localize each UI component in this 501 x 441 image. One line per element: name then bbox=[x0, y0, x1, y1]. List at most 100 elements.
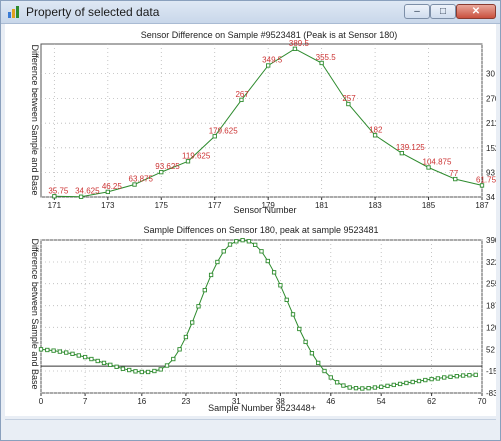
chart-icon bbox=[8, 6, 19, 18]
data-point bbox=[227, 242, 233, 247]
data-point bbox=[410, 379, 415, 385]
plot-frame bbox=[40, 43, 483, 198]
x-tick-label: 173 bbox=[101, 201, 115, 210]
data-point bbox=[278, 283, 283, 288]
data-point bbox=[316, 360, 321, 366]
data-point bbox=[52, 194, 57, 199]
title-bar[interactable]: Property of selected data – □ ✕ bbox=[1, 1, 500, 24]
x-tick-label: 0 bbox=[39, 397, 44, 406]
data-point bbox=[328, 375, 333, 380]
data-point bbox=[319, 60, 324, 66]
x-tick-label: 7 bbox=[83, 397, 88, 406]
x-tick-label: 179 bbox=[262, 201, 276, 210]
data-point bbox=[78, 194, 84, 199]
x-tick-label: 175 bbox=[155, 201, 169, 210]
data-point bbox=[454, 374, 459, 379]
data-point bbox=[246, 239, 252, 244]
data-point bbox=[51, 348, 56, 353]
data-point bbox=[158, 367, 163, 372]
data-point bbox=[442, 375, 447, 380]
minimize-icon: – bbox=[414, 6, 420, 17]
x-tick-label: 23 bbox=[181, 397, 190, 406]
y-tick-label: -15 bbox=[486, 367, 496, 376]
data-point bbox=[347, 385, 352, 390]
data-label: 119.625 bbox=[182, 151, 211, 160]
data-label: 63.875 bbox=[129, 175, 154, 184]
y-tick-label: 255 bbox=[486, 280, 496, 289]
chart2-ylabel: Difference between Sample and Base bbox=[30, 239, 40, 390]
data-point bbox=[38, 347, 44, 352]
x-tick-label: 70 bbox=[478, 397, 487, 406]
data-point bbox=[271, 270, 277, 275]
data-label: 389.5 bbox=[289, 39, 310, 48]
data-label: 93.625 bbox=[155, 162, 180, 171]
chart2-xlabel: Sample Number 9523448+ bbox=[208, 403, 316, 413]
y-tick-label: 270 bbox=[486, 95, 496, 104]
data-label: 77 bbox=[449, 169, 458, 178]
data-point bbox=[240, 238, 245, 243]
data-label: 257 bbox=[342, 94, 356, 103]
data-point bbox=[346, 101, 351, 107]
sample-difference-chart: Sample Diffences on Sensor 180, peak at … bbox=[30, 225, 496, 413]
x-tick-label: 171 bbox=[48, 201, 62, 210]
data-point bbox=[127, 367, 132, 373]
data-label: 179.625 bbox=[209, 126, 238, 135]
close-button[interactable]: ✕ bbox=[456, 4, 496, 19]
x-tick-label: 185 bbox=[422, 201, 436, 210]
data-point bbox=[322, 368, 327, 374]
data-point bbox=[215, 259, 220, 265]
chart1-title: Sensor Difference on Sample #9523481 (Pe… bbox=[141, 30, 398, 40]
data-point bbox=[460, 373, 466, 378]
data-label: 35.75 bbox=[48, 186, 69, 195]
data-point bbox=[259, 249, 264, 254]
data-point bbox=[404, 380, 409, 386]
data-point bbox=[366, 385, 371, 391]
data-point bbox=[303, 339, 308, 345]
data-point bbox=[309, 351, 315, 356]
data-point bbox=[132, 182, 137, 187]
data-point bbox=[397, 381, 403, 387]
plot-frame bbox=[40, 239, 483, 394]
data-point bbox=[435, 376, 441, 381]
x-tick-label: 54 bbox=[377, 397, 386, 406]
data-point bbox=[164, 363, 170, 368]
data-point bbox=[416, 378, 422, 384]
data-point bbox=[473, 372, 478, 378]
data-point bbox=[177, 347, 182, 352]
data-point bbox=[429, 376, 434, 382]
data-point bbox=[399, 151, 404, 156]
chart2-plot: 0 7 16 23 31 38 46 54 62 70 390 322 255 187 120 52 -15 -8… bbox=[39, 236, 496, 406]
data-point bbox=[183, 334, 189, 340]
chart2-title: Sample Diffences on Sensor 180, peak at … bbox=[144, 225, 379, 235]
y-tick-label: 34 bbox=[486, 193, 495, 202]
data-point bbox=[379, 384, 384, 390]
y-tick-label: 93 bbox=[486, 168, 495, 177]
maximize-button[interactable]: □ bbox=[430, 4, 456, 19]
data-point bbox=[196, 304, 201, 309]
x-tick-label: 181 bbox=[315, 201, 329, 210]
data-point bbox=[253, 242, 258, 248]
data-point bbox=[334, 380, 340, 385]
data-point bbox=[284, 297, 289, 302]
data-point bbox=[234, 239, 239, 244]
data-point bbox=[152, 368, 157, 374]
window-title: Property of selected data bbox=[26, 5, 160, 19]
data-label: 182 bbox=[369, 125, 383, 134]
data-label: 34.625 bbox=[75, 187, 100, 196]
data-point bbox=[372, 385, 378, 390]
y-tick-label: 322 bbox=[486, 258, 496, 267]
data-point bbox=[82, 354, 88, 360]
y-tick-label: 30 bbox=[486, 70, 495, 79]
data-point bbox=[64, 350, 69, 355]
status-bar bbox=[5, 419, 496, 440]
data-point bbox=[101, 360, 107, 366]
data-point bbox=[108, 362, 113, 368]
data-point bbox=[353, 385, 359, 391]
data-label: 61.75 bbox=[476, 175, 496, 184]
x-tick-label: 16 bbox=[137, 397, 146, 406]
data-point bbox=[372, 133, 378, 138]
data-point bbox=[239, 97, 244, 103]
minimize-button[interactable]: – bbox=[404, 4, 430, 19]
data-point bbox=[467, 373, 472, 378]
